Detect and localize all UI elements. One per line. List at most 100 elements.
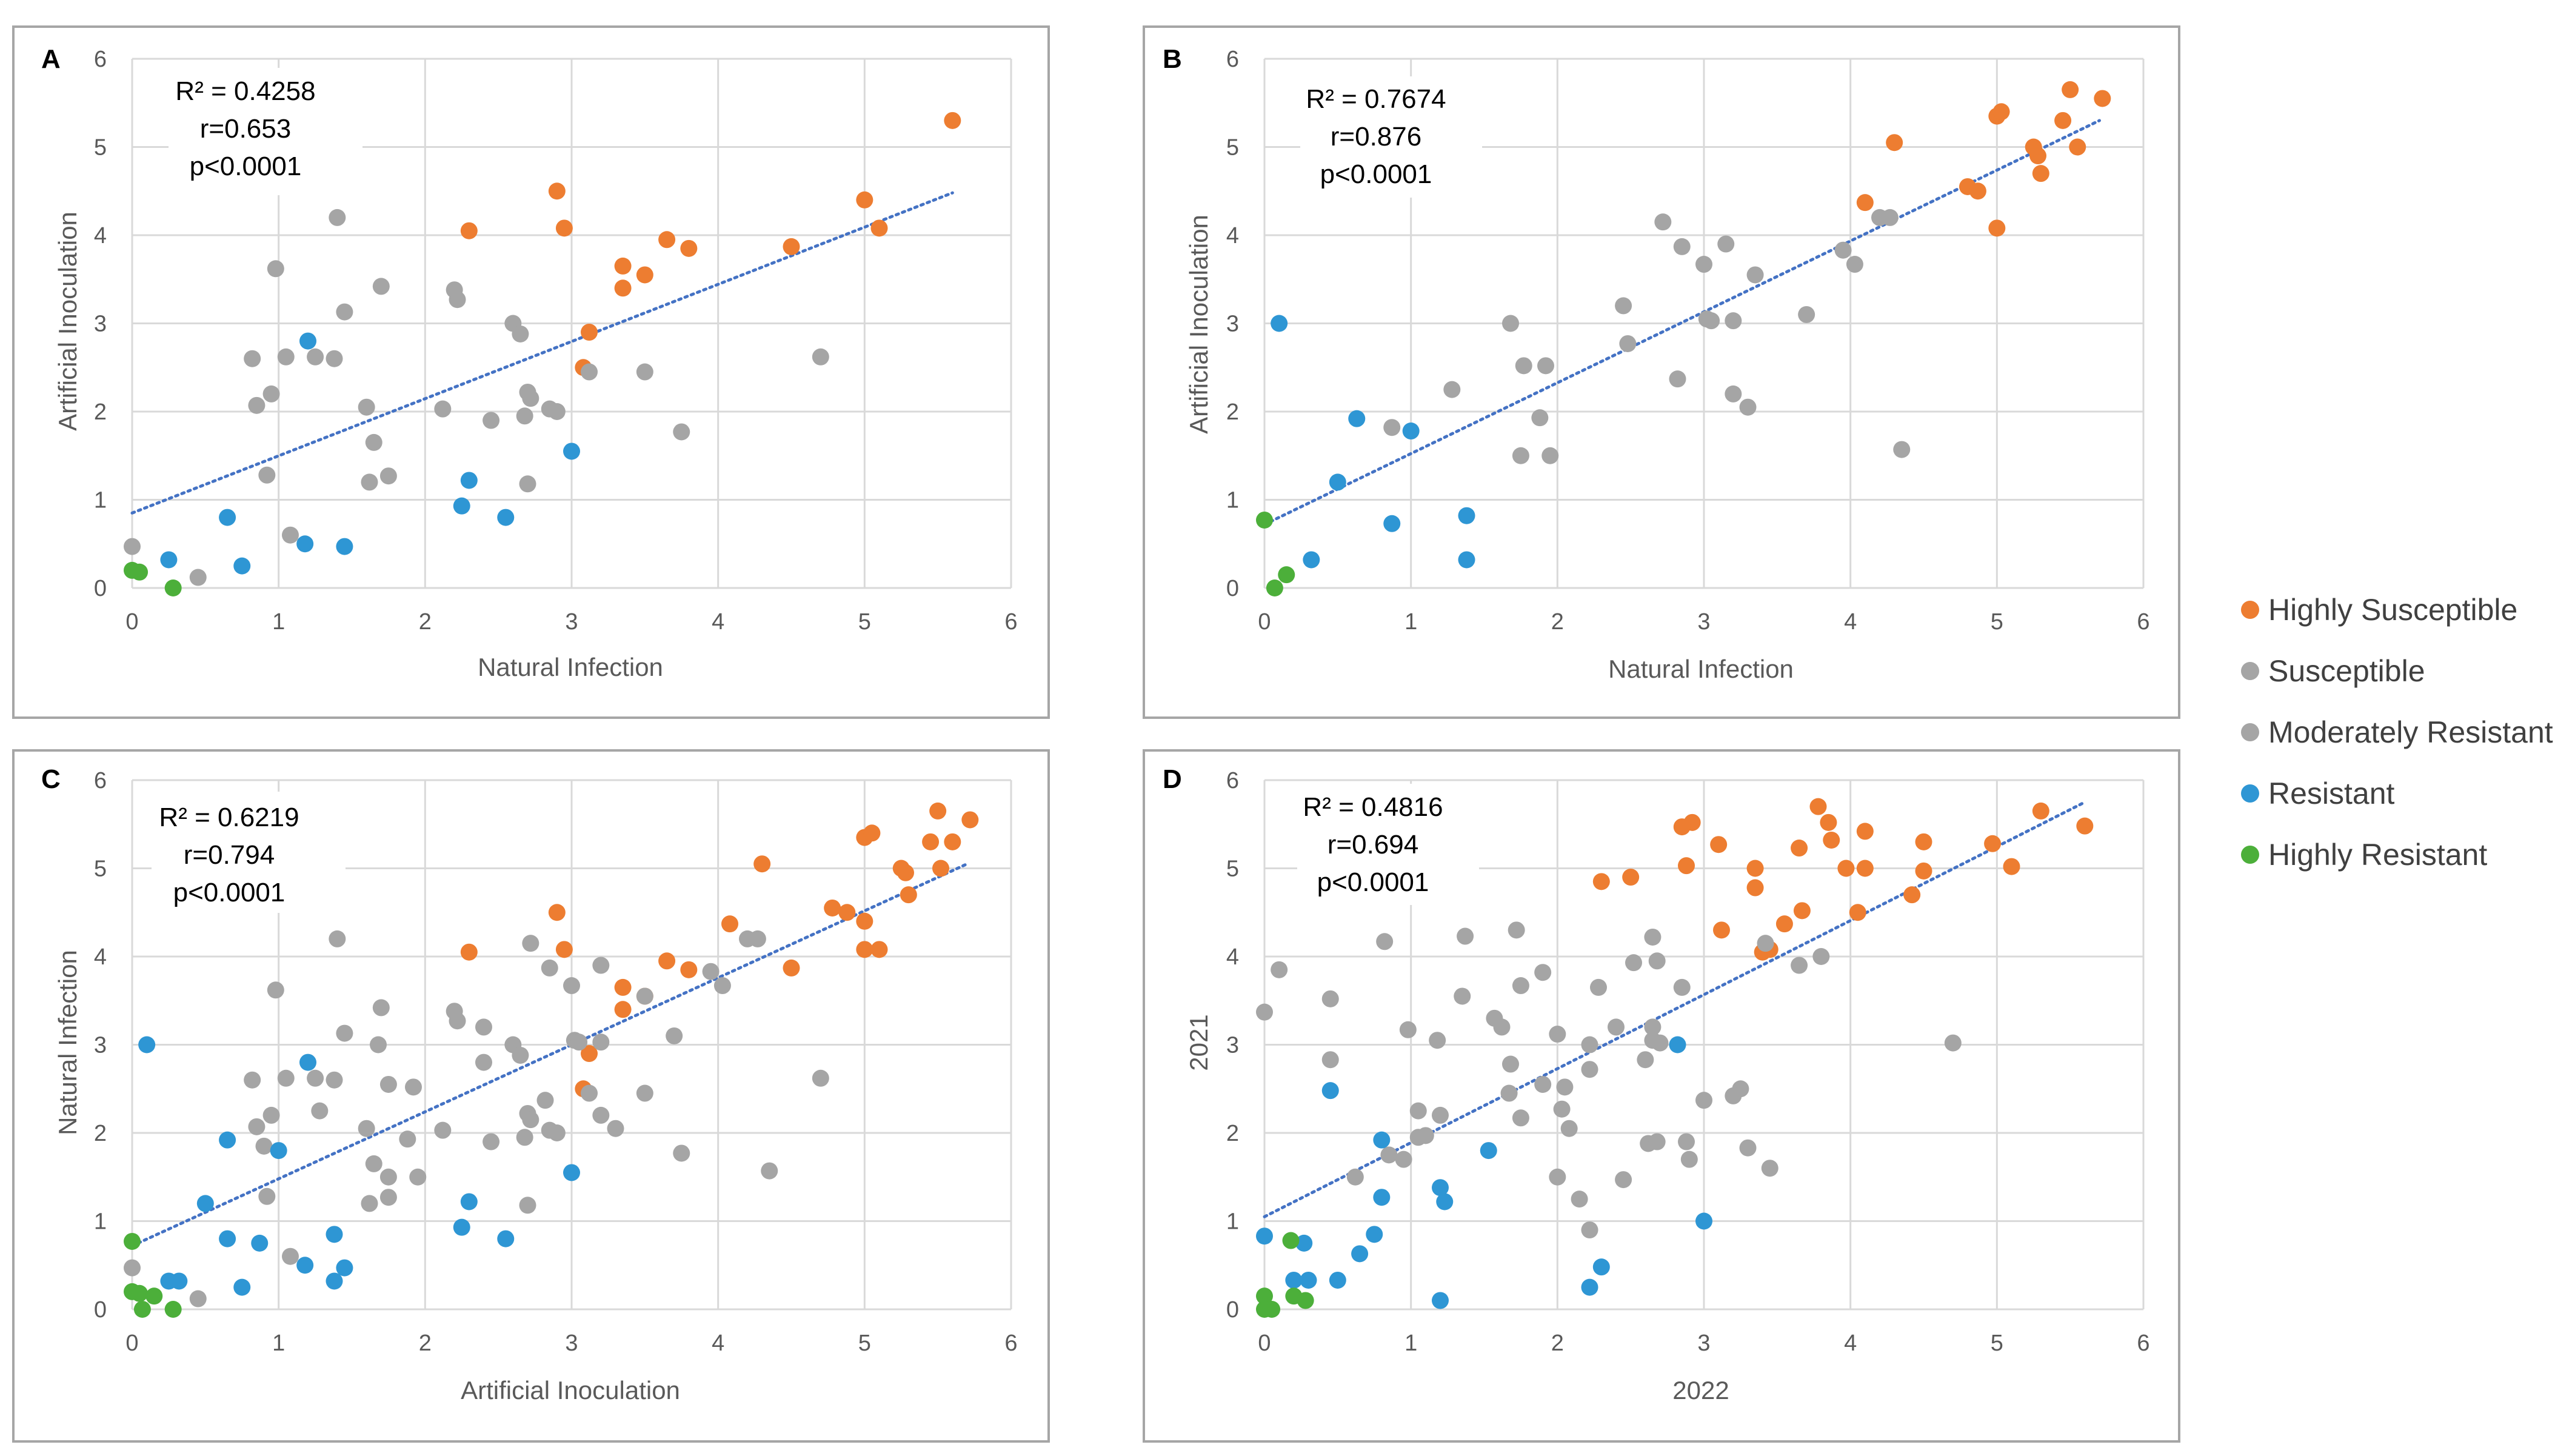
x-tick-label: 1 bbox=[272, 609, 285, 635]
data-point-susceptible bbox=[1757, 935, 1774, 952]
data-point-susceptible bbox=[379, 1168, 397, 1186]
data-point-susceptible bbox=[1669, 370, 1686, 388]
data-point-highly-resistant bbox=[164, 1301, 182, 1318]
data-point-highly-susceptible bbox=[1984, 835, 2002, 852]
x-tick-label: 6 bbox=[1004, 1331, 1017, 1356]
data-point-resistant bbox=[219, 1230, 236, 1247]
data-point-highly-susceptible bbox=[1969, 182, 1986, 200]
x-tick-label: 6 bbox=[1004, 609, 1017, 635]
data-point-susceptible bbox=[379, 1075, 397, 1093]
y-tick-label: 2 bbox=[94, 1121, 107, 1146]
data-point-susceptible bbox=[358, 398, 375, 416]
data-point-susceptible bbox=[1834, 241, 1852, 259]
data-point-susceptible bbox=[336, 303, 353, 321]
p-value: p<0.0001 bbox=[1320, 159, 1432, 189]
data-point-highly-susceptible bbox=[1713, 921, 1730, 939]
data-point-resistant bbox=[1295, 1234, 1313, 1252]
data-point-susceptible bbox=[372, 999, 390, 1017]
data-point-susceptible bbox=[1761, 1160, 1778, 1177]
data-point-highly-susceptible bbox=[1809, 798, 1827, 815]
data-point-susceptible bbox=[1549, 1168, 1566, 1186]
y-tick-label: 5 bbox=[94, 857, 107, 882]
p-value: p<0.0001 bbox=[190, 152, 302, 181]
data-point-highly-susceptible bbox=[1988, 219, 2006, 237]
legend-label: Highly Resistant bbox=[2268, 838, 2487, 872]
data-point-susceptible bbox=[1321, 1051, 1339, 1069]
data-point-highly-susceptible bbox=[1622, 869, 1640, 886]
data-point-highly-susceptible bbox=[961, 811, 979, 829]
x-tick-label: 5 bbox=[1991, 609, 2003, 635]
data-point-highly-susceptible bbox=[870, 219, 888, 237]
x-tick-label: 1 bbox=[1404, 1331, 1417, 1356]
y-tick-labels: 0 1 2 3 4 5 6 bbox=[1226, 47, 1239, 601]
data-point-highly-susceptible bbox=[932, 860, 949, 877]
x-tick-label: 4 bbox=[712, 609, 724, 635]
y-tick-label: 1 bbox=[1226, 488, 1239, 513]
data-point-susceptible bbox=[1443, 381, 1461, 398]
x-tick-label: 2 bbox=[1551, 609, 1564, 635]
data-point-highly-susceptible bbox=[838, 904, 856, 921]
data-point-susceptible bbox=[1512, 447, 1529, 464]
data-point-susceptible bbox=[749, 930, 766, 947]
data-point-susceptible bbox=[581, 363, 598, 381]
data-point-susceptible bbox=[475, 1018, 492, 1036]
data-point-susceptible bbox=[248, 1118, 266, 1135]
data-point-resistant bbox=[233, 557, 251, 575]
data-point-susceptible bbox=[548, 1124, 566, 1141]
correlation-r: r=0.694 bbox=[1328, 830, 1418, 860]
data-point-resistant bbox=[251, 1234, 269, 1252]
x-tick-labels: 0 1 2 3 4 5 6 bbox=[125, 1331, 1017, 1356]
data-point-susceptible bbox=[516, 407, 533, 425]
data-point-highly-resistant bbox=[164, 579, 182, 596]
data-point-susceptible bbox=[189, 569, 207, 586]
x-tick-label: 6 bbox=[2137, 609, 2149, 635]
data-point-susceptible bbox=[399, 1130, 416, 1148]
y-axis-title: Natural Infection bbox=[53, 950, 82, 1135]
data-point-resistant bbox=[1592, 1258, 1610, 1276]
y-tick-label: 1 bbox=[94, 1209, 107, 1235]
data-point-resistant bbox=[460, 472, 478, 489]
legend-item-moderately-resistant: Moderately Resistant bbox=[2241, 715, 2553, 749]
y-tick-label: 6 bbox=[94, 768, 107, 793]
panel-label: D bbox=[1163, 764, 1182, 794]
x-tick-label: 4 bbox=[712, 1331, 724, 1356]
data-point-resistant bbox=[299, 1054, 316, 1071]
data-point-susceptible bbox=[1560, 1120, 1578, 1137]
panel-d: D 0 1 2 3 4 5 6 0 1 2 3 4 5 6 R² = 0.4816 r=0.694 p<… bbox=[1143, 749, 2180, 1443]
data-point-highly-susceptible bbox=[897, 864, 914, 881]
legend-item-highly-resistant: Highly Resistant bbox=[2241, 838, 2487, 872]
data-point-susceptible bbox=[262, 385, 280, 402]
legend-label: Moderately Resistant bbox=[2268, 715, 2553, 749]
stats-box: R² = 0.7674 r=0.876 p<0.0001 bbox=[1300, 76, 1482, 198]
data-point-susceptible bbox=[1399, 1021, 1417, 1038]
data-point-susceptible bbox=[326, 1071, 343, 1089]
data-point-susceptible bbox=[1615, 297, 1632, 315]
r-squared: R² = 0.4816 bbox=[1303, 792, 1443, 822]
data-point-susceptible bbox=[522, 390, 539, 407]
data-point-resistant bbox=[1303, 551, 1320, 569]
y-tick-label: 5 bbox=[1226, 857, 1239, 882]
data-point-susceptible bbox=[1619, 335, 1637, 352]
data-point-highly-susceptible bbox=[1915, 862, 1932, 880]
data-point-susceptible bbox=[1531, 409, 1549, 427]
data-point-susceptible bbox=[255, 1137, 273, 1155]
y-tick-label: 0 bbox=[94, 576, 107, 601]
data-point-highly-susceptible bbox=[1849, 904, 1866, 921]
panel-label: A bbox=[41, 44, 61, 74]
data-point-highly-susceptible bbox=[1592, 873, 1610, 890]
data-point-highly-susceptible bbox=[1820, 813, 1837, 831]
data-point-susceptible bbox=[267, 260, 284, 278]
data-point-highly-susceptible bbox=[2076, 817, 2094, 835]
data-point-susceptible bbox=[1454, 987, 1471, 1005]
data-point-highly-susceptible bbox=[863, 824, 881, 842]
x-tick-labels: 0 1 2 3 4 5 6 bbox=[125, 609, 1017, 635]
data-point-resistant bbox=[296, 535, 314, 553]
data-point-susceptible bbox=[189, 1290, 207, 1307]
data-point-highly-resistant bbox=[145, 1287, 163, 1305]
data-point-susceptible bbox=[1508, 921, 1525, 939]
legend-item-highly-susceptible: Highly Susceptible bbox=[2241, 593, 2517, 627]
x-tick-label: 0 bbox=[125, 609, 138, 635]
data-point-susceptible bbox=[372, 278, 390, 295]
x-tick-label: 5 bbox=[858, 1331, 871, 1356]
data-point-susceptible bbox=[1534, 964, 1552, 981]
